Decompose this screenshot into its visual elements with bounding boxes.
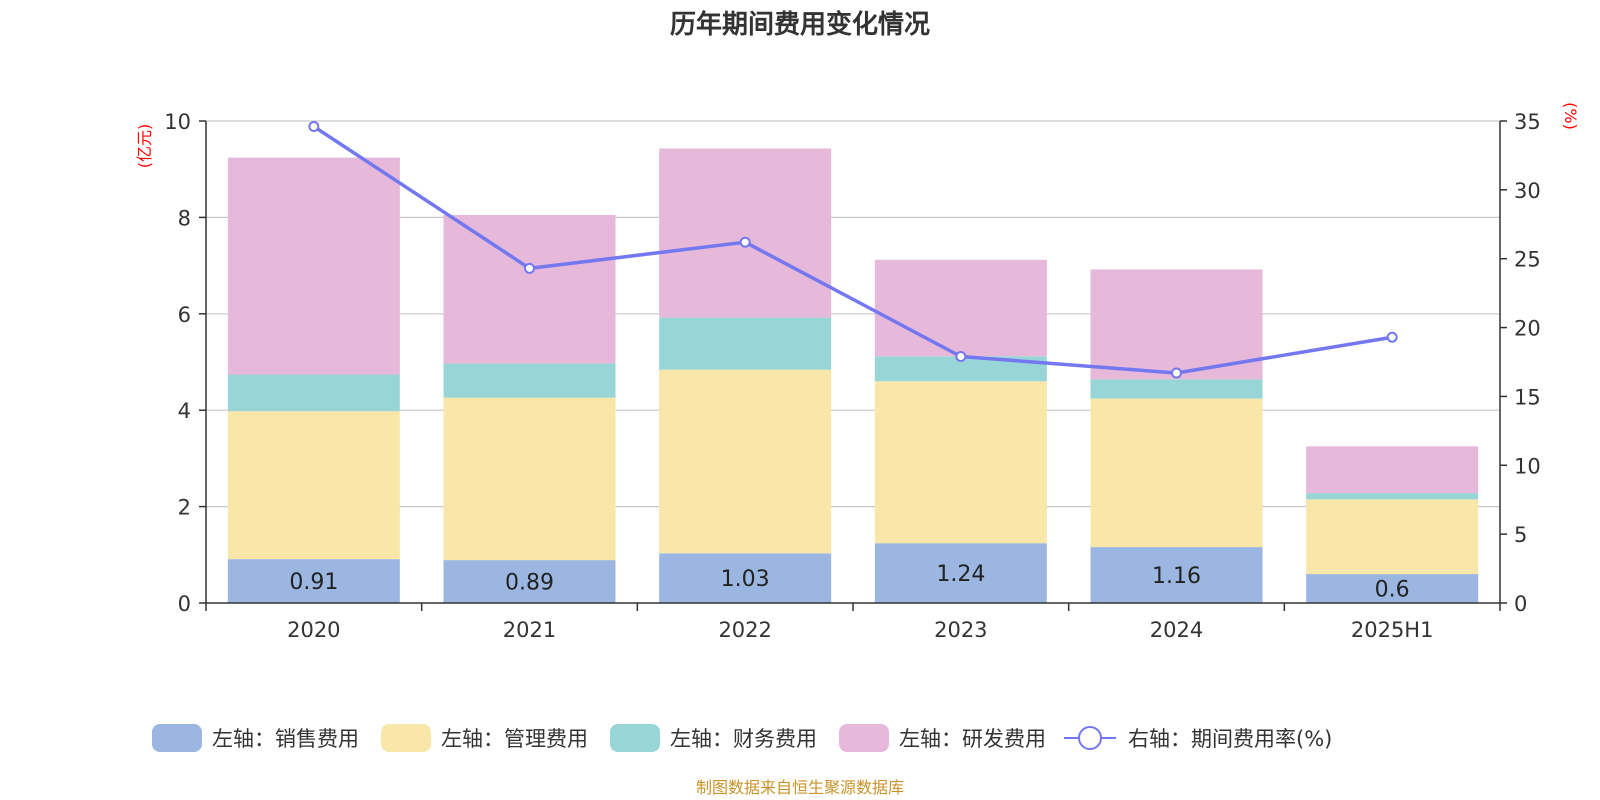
rate-line <box>312 125 1393 375</box>
legend-swatch <box>839 724 889 752</box>
right-tick-label: 35 <box>1514 110 1541 134</box>
legend-item: 左轴：管理费用 <box>381 724 588 752</box>
bar-data-label: 0.89 <box>505 571 554 596</box>
bar-segment <box>1090 398 1263 548</box>
rate-point <box>308 121 320 133</box>
chart-title: 历年期间费用变化情况 <box>670 9 930 40</box>
right-tick-label: 5 <box>1514 523 1527 547</box>
legend-label: 左轴：研发费用 <box>899 727 1046 751</box>
legend-item: 右轴：期间费用率(%) <box>1064 726 1332 751</box>
right-tick-label: 0 <box>1514 592 1527 616</box>
left-tick-label: 10 <box>164 110 191 134</box>
rate-point <box>524 262 535 274</box>
source-note: 制图数据来自恒生聚源数据库 <box>696 778 904 797</box>
bar-segment <box>443 560 616 603</box>
bar-segment <box>874 259 1047 357</box>
legend-label: 左轴：管理费用 <box>441 727 588 751</box>
bar-series <box>227 148 1479 603</box>
left-tick-label: 6 <box>178 303 191 327</box>
bar-segment <box>1090 269 1263 380</box>
right-tick-label: 20 <box>1514 317 1541 341</box>
bar-segment <box>659 148 832 318</box>
bar-segment <box>443 214 616 364</box>
legend-item: 左轴：财务费用 <box>610 724 817 752</box>
rate-point <box>739 236 751 248</box>
x-tick-label: 2020 <box>287 618 340 642</box>
bar-segment <box>227 157 400 375</box>
legend-item: 左轴：研发费用 <box>839 724 1046 752</box>
left-axis-unit: (亿元) <box>135 124 154 169</box>
legend-swatch <box>381 724 431 752</box>
legend-label: 左轴：财务费用 <box>670 727 817 751</box>
left-tick-label: 0 <box>178 592 191 616</box>
bar-data-label: 0.91 <box>289 570 338 595</box>
bar-data-label: 1.16 <box>1152 564 1201 589</box>
x-tick-label: 2024 <box>1150 618 1203 642</box>
bar-segment <box>659 369 832 554</box>
legend-swatch <box>610 724 660 752</box>
x-tick-label: 2021 <box>503 618 556 642</box>
bar-segment <box>874 381 1047 544</box>
right-tick-label: 10 <box>1514 454 1541 478</box>
x-tick-label: 2025H1 <box>1351 618 1434 642</box>
right-axis-unit: (%) <box>1561 102 1580 130</box>
left-tick-label: 2 <box>178 496 191 520</box>
right-tick-label: 30 <box>1514 179 1541 203</box>
right-tick-label: 25 <box>1514 248 1541 272</box>
bar-segment <box>443 363 616 398</box>
bar-segment <box>874 543 1047 603</box>
bar-segment <box>227 374 400 412</box>
legend-swatch <box>152 724 202 752</box>
rate-point <box>1171 367 1182 379</box>
bar-segment <box>659 553 832 603</box>
left-tick-label: 4 <box>178 399 191 423</box>
bar-segment <box>659 317 832 370</box>
bar-segment <box>1306 574 1479 603</box>
x-tick-label: 2022 <box>718 618 771 642</box>
left-tick-label: 8 <box>178 206 191 230</box>
rate-point <box>955 350 967 362</box>
axes: 0 2 4 6 8 10 0 5 10 15 20 25 30 35 2020 2021 2022 2023 202… <box>164 110 1540 642</box>
bar-segment <box>1306 446 1479 494</box>
bar-segment <box>1306 499 1479 575</box>
bar-segment <box>1090 547 1263 603</box>
legend-marker <box>1078 726 1102 750</box>
bar-segment <box>443 397 616 561</box>
rate-line-series <box>308 121 1398 379</box>
legend: 左轴：销售费用 左轴：管理费用 左轴：财务费用 左轴：研发费用 右轴：期间费用率(%) <box>152 724 1332 752</box>
right-tick-label: 15 <box>1514 385 1541 409</box>
bar-segment <box>227 411 400 560</box>
bar-data-label: 1.24 <box>936 562 985 587</box>
bar-data-label: 0.6 <box>1375 578 1410 603</box>
legend-label: 右轴：期间费用率(%) <box>1128 727 1332 751</box>
gridlines <box>206 120 1500 508</box>
bar-segment <box>1090 379 1263 399</box>
rate-point <box>1386 331 1398 343</box>
bar-data-label: 1.03 <box>721 567 770 592</box>
bar-segment <box>227 559 400 603</box>
bar-segment <box>1306 493 1479 500</box>
x-tick-label: 2023 <box>934 618 987 642</box>
data-labels: 0.91 0.89 1.03 1.24 1.16 0.6 <box>289 562 1409 602</box>
legend-item: 左轴：销售费用 <box>152 724 359 752</box>
legend-label: 左轴：销售费用 <box>212 727 359 751</box>
